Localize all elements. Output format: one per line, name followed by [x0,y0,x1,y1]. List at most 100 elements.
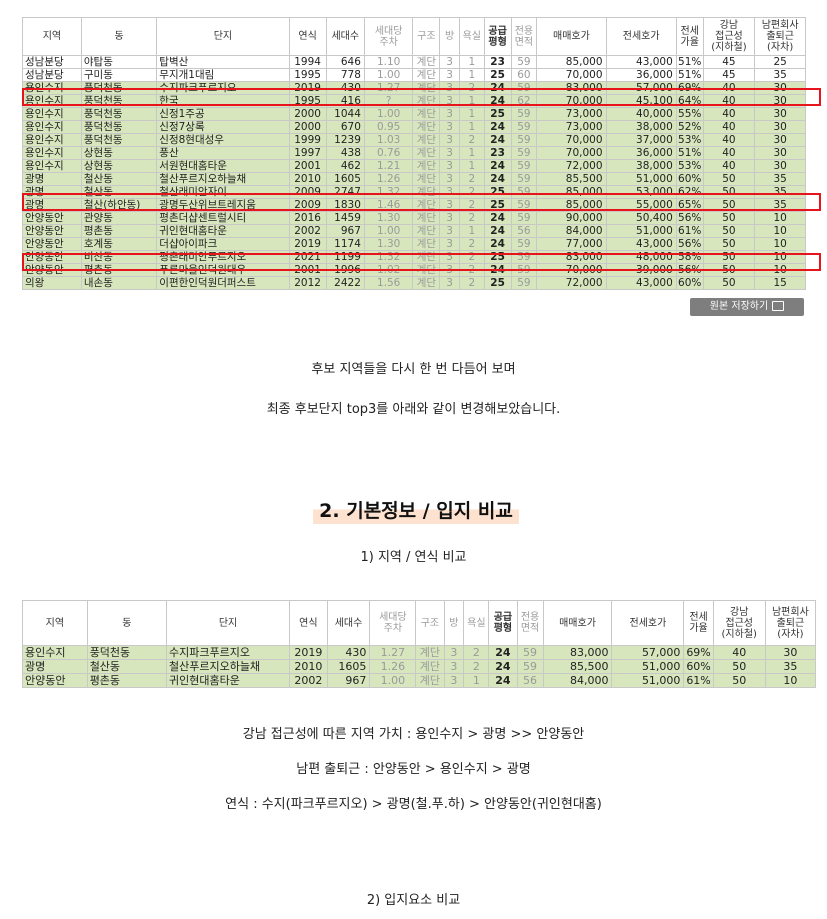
cell-region: 안양동안 [22,211,82,225]
cell-households: 462 [325,159,365,173]
cell-parking: 1.26 [369,659,417,674]
cell-complex: 철산래미안자이 [156,185,290,199]
cell-parking: 0.76 [363,146,414,160]
cell-supply: 24 [488,659,518,674]
cell-rooms: 3 [439,159,460,173]
cell-rooms: 3 [443,673,465,688]
cell-baths: 1 [458,107,485,121]
cell-commute: 30 [754,133,806,147]
cell-structure: 계단 [412,120,441,134]
cell-supply: 24 [488,673,518,688]
cell-exclusive: 59 [510,211,538,225]
cell-households: 2747 [325,185,365,199]
cell-commute: 30 [754,146,806,160]
header-exclusive: 전용 면적 [510,17,538,56]
table-header-row: 지역 동 단지 연식 세대수 세대당 주차 구조 방 욕실 공급 평형 전용 면적 매… [22,17,806,56]
cell-commute: 35 [764,659,817,674]
cell-gangnam: 40 [712,645,766,660]
cell-gangnam: 50 [712,659,766,674]
cell-exclusive: 59 [510,55,538,69]
header-ratio: 전세 가율 [683,600,714,646]
cell-rooms: 3 [439,237,460,251]
cell-supply: 23 [483,55,512,69]
cell-dong: 풍덕천동 [80,133,158,147]
header-parking: 세대당 주차 [363,17,414,56]
cell-complex: 귀인현대홈타운 [165,673,291,688]
cell-complex: 철산푸르지오하늘채 [156,172,290,186]
cell-commute: 10 [754,224,806,238]
cell-dong: 풍덕천동 [86,645,167,660]
candidate-complex-table: 지역 동 단지 연식 세대수 세대당 주차 구조 방 욕실 공급 평형 전용 면적 매… [22,17,806,290]
cell-parking: 1.00 [363,68,414,82]
cell-region: 용인수지 [22,107,82,121]
header-year: 연식 [288,17,327,56]
cell-structure: 계단 [412,224,441,238]
header-rooms: 방 [443,600,465,646]
header-ratio: 전세 가율 [675,17,704,56]
cell-sale: 84,000 [536,224,607,238]
cell-structure: 계단 [412,68,441,82]
cell-households: 430 [326,645,371,660]
cell-exclusive: 59 [510,237,538,251]
compare-line-3: 연식 : 수지(파크푸르지오) > 광명(철.푸.하) > 안양동안(귀인현대홈… [225,797,602,812]
cell-households: 1239 [325,133,365,147]
cell-supply: 25 [483,68,512,82]
cell-dong: 상현동 [80,159,158,173]
cell-ratio: 56% [675,211,704,225]
header-structure: 구조 [415,600,445,646]
cell-region: 용인수지 [22,146,82,160]
cell-ratio: 60% [675,172,704,186]
highlight-box-anyang [22,253,821,271]
header-sale: 매매호가 [536,17,607,56]
cell-exclusive: 59 [510,276,538,290]
cell-dong: 철산동 [86,659,167,674]
compare-line-2: 남편 출퇴근 : 안양동안 > 용인수지 > 광명 [296,762,531,777]
table-row: 안양동안 호계동 더샵아이파크 2019 1174 1.30 계단 3 2 24 59 77,000 4… [22,237,806,251]
cell-commute: 35 [754,172,806,186]
cell-complex: 이편한인덕원더퍼스트 [156,276,290,290]
cell-exclusive: 59 [510,107,538,121]
cell-year: 2010 [289,659,328,674]
cell-parking: 1.56 [363,276,414,290]
cell-jeonse: 38,000 [605,159,677,173]
cell-rooms: 3 [439,133,460,147]
cell-supply: 25 [483,276,512,290]
cell-households: 670 [325,120,365,134]
header-complex: 단지 [156,17,290,56]
cell-region: 안양동안 [22,224,82,238]
highlight-box-gwangmyeong [22,193,821,211]
cell-baths: 2 [458,211,485,225]
cell-commute: 30 [754,159,806,173]
cell-year: 1995 [288,68,327,82]
cell-commute: 15 [754,276,806,290]
cell-dong: 관양동 [80,211,158,225]
cell-region: 용인수지 [22,120,82,134]
cell-sale: 70,000 [536,133,607,147]
cell-region: 안양동안 [22,673,88,688]
cell-jeonse: 53,000 [605,185,677,199]
cell-households: 1605 [325,172,365,186]
cell-parking: 1.10 [363,55,414,69]
cell-rooms: 3 [439,146,460,160]
cell-households: 1459 [325,211,365,225]
cell-sale: 90,000 [536,211,607,225]
cell-complex: 서원현대홈타운 [156,159,290,173]
cell-commute: 35 [754,185,806,199]
cell-gangnam: 40 [702,107,756,121]
cell-exclusive: 59 [510,185,538,199]
cell-sale: 85,500 [542,659,613,674]
table-row: 광명 철산동 철산푸르지오하늘채 2010 1605 1.26 계단 3 2 24 59 85,500… [22,172,806,186]
table-header-row: 지역 동 단지 연식 세대수 세대당 주차 구조 방 욕실 공급 평형 전용 면적 매… [22,600,817,646]
cell-structure: 계단 [412,146,441,160]
cell-rooms: 3 [439,68,460,82]
cell-sale: 72,000 [536,159,607,173]
cell-dong: 철산동 [80,185,158,199]
cell-ratio: 60% [675,276,704,290]
cell-dong: 야탑동 [80,55,158,69]
save-original-button[interactable]: 원본 저장하기 [690,298,804,316]
cell-dong: 철산동 [80,172,158,186]
header-dong: 동 [80,17,158,56]
cell-jeonse: 57,000 [611,645,685,660]
cell-jeonse: 43,000 [605,55,677,69]
cell-structure: 계단 [412,172,441,186]
